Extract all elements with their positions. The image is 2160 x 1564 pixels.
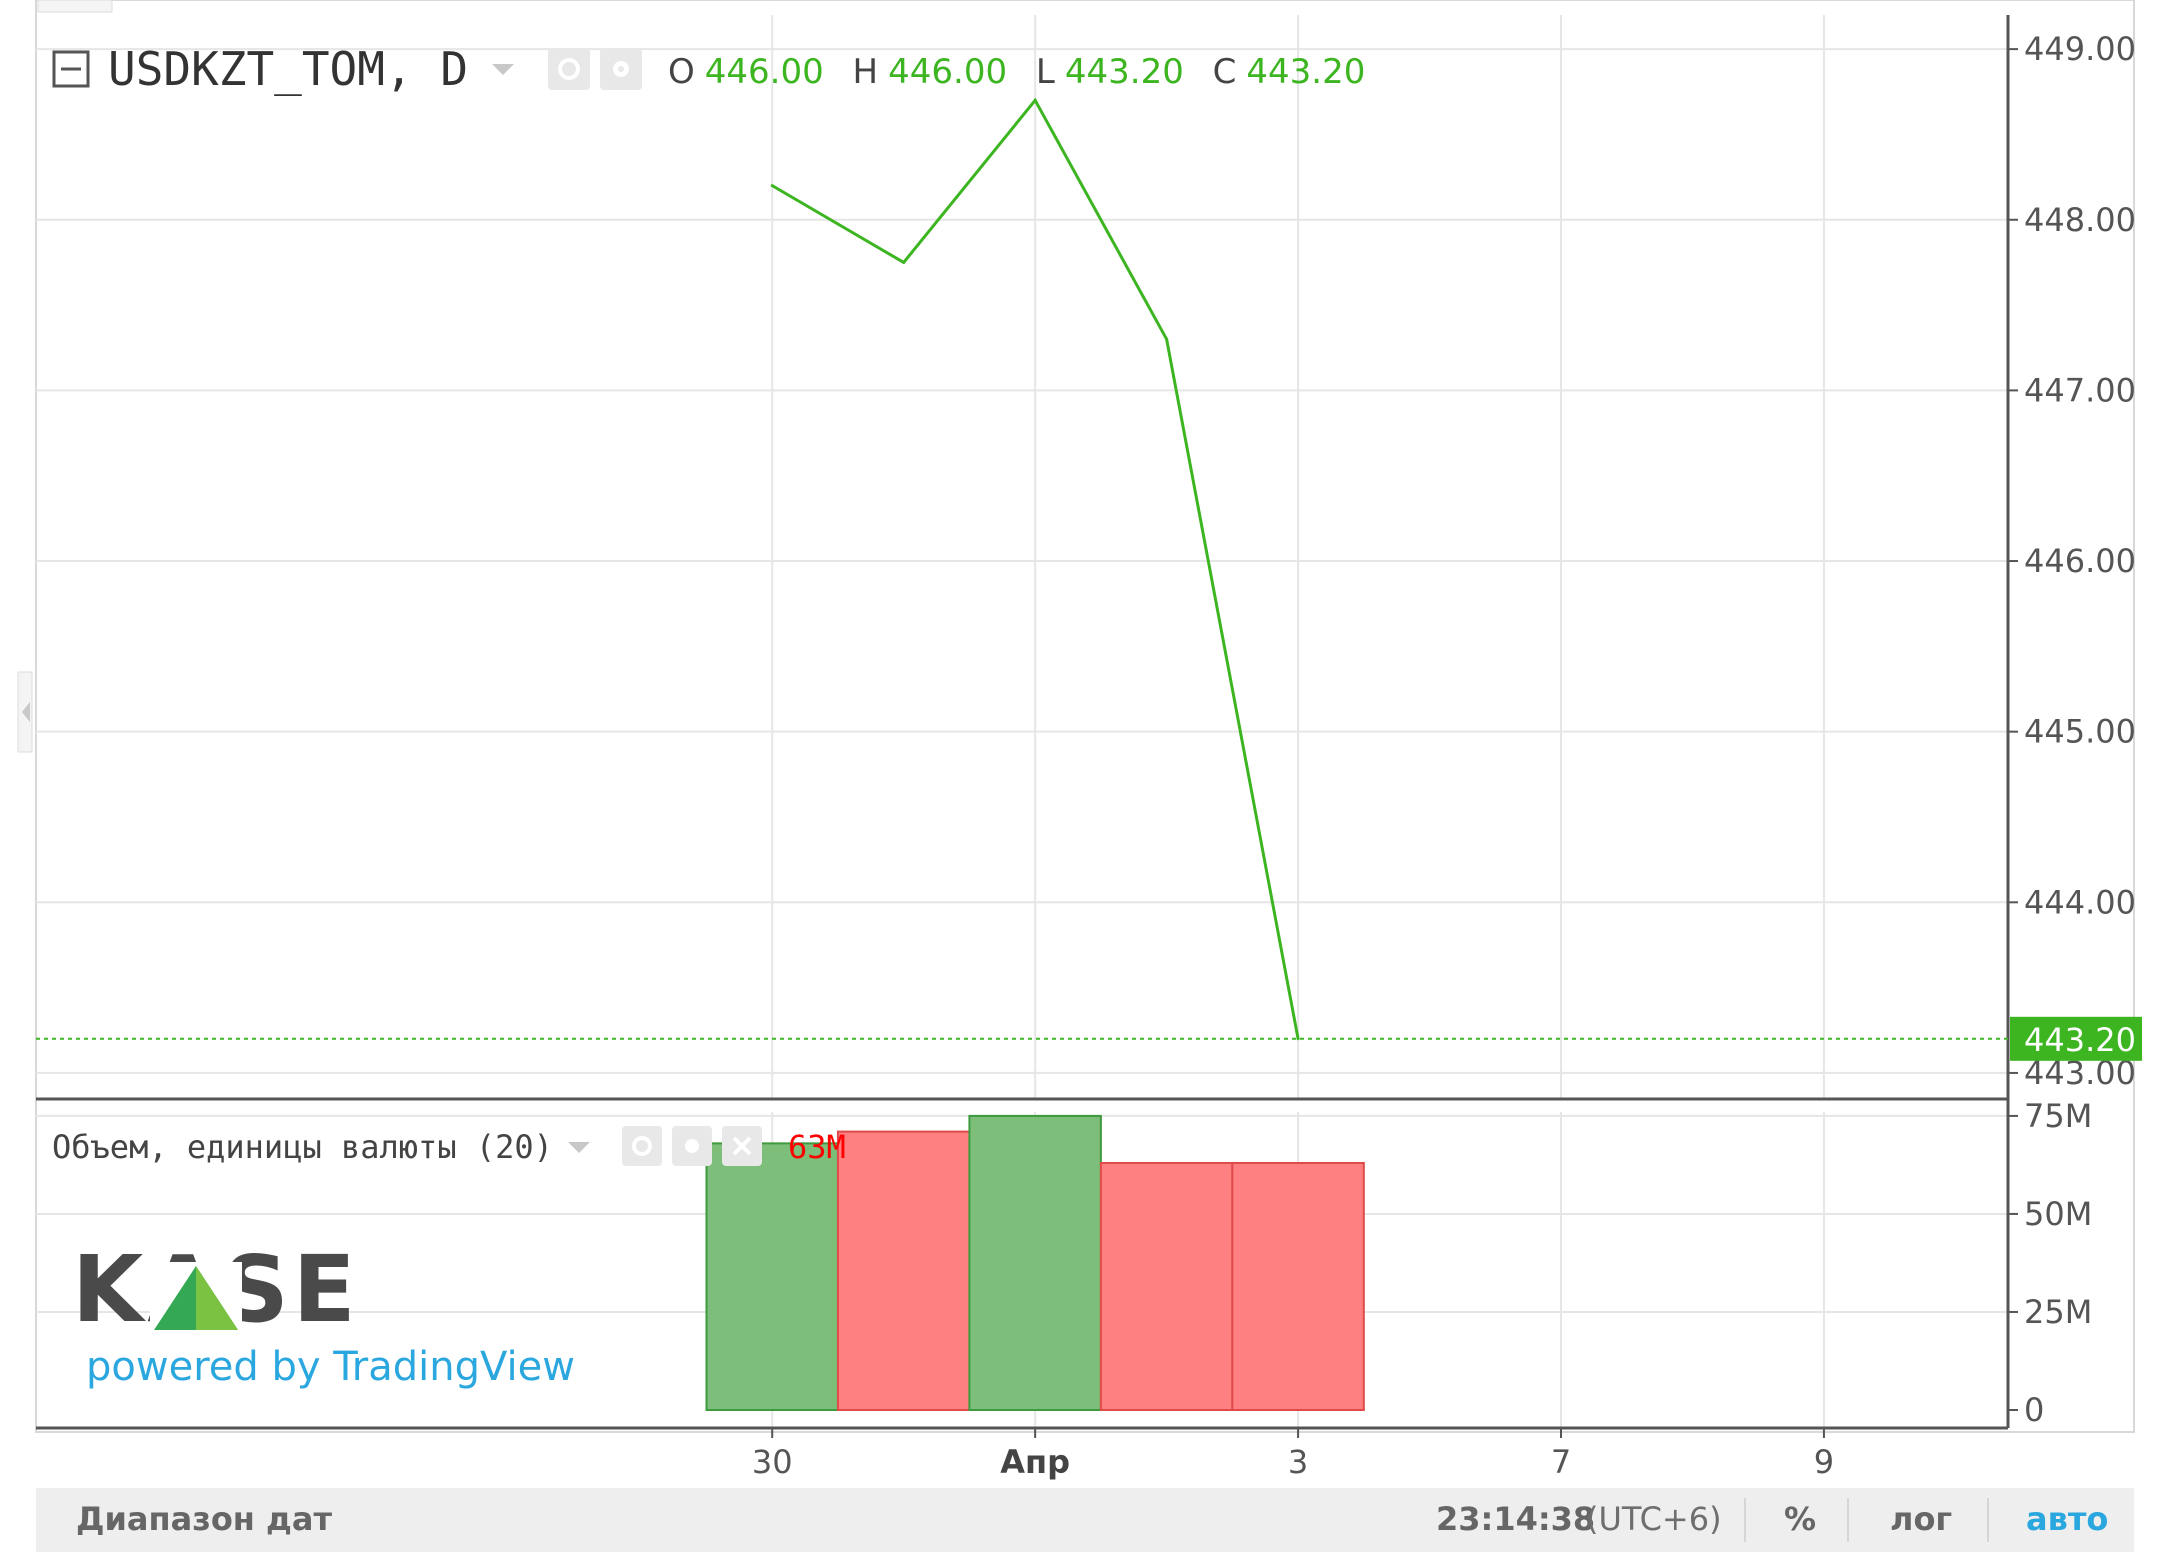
volume-title[interactable]: Объем, единицы валюты (20) — [52, 1128, 553, 1166]
ohlc-readout: O 446.00 H 446.00 L 443.20 C 443.20 — [668, 52, 1383, 92]
price-line-layer — [36, 97, 2008, 1041]
top-panel-handle[interactable] — [37, 0, 113, 13]
time-scale[interactable]: 30 Апр 3 7 9 — [752, 1428, 1834, 1481]
price-point[interactable] — [902, 260, 906, 264]
clock-time: 23:14:38 — [1436, 1500, 1596, 1538]
volume-last-value: 63M — [788, 1128, 846, 1166]
volume-bar[interactable] — [1231, 1161, 1365, 1411]
price-point[interactable] — [1033, 98, 1037, 102]
price-tick-label: 446.00 — [2024, 542, 2136, 580]
ohlc-close-value: 443.20 — [1246, 52, 1366, 92]
price-tick-label: 444.00 — [2024, 883, 2136, 921]
price-tick-label: 448.00 — [2024, 201, 2136, 239]
widget-frame — [35, 0, 2135, 1433]
price-tick-label: 449.00 — [2024, 30, 2136, 68]
eye-icon[interactable] — [548, 48, 590, 90]
symbol-title[interactable]: USDKZT_TOM, D — [108, 42, 469, 96]
ohlc-open-value: 446.00 — [704, 52, 824, 92]
log-scale-button[interactable]: лог — [1890, 1500, 1953, 1538]
chevron-down-icon[interactable] — [566, 1140, 592, 1156]
gear-icon[interactable] — [672, 1126, 712, 1166]
price-point[interactable] — [770, 184, 774, 188]
time-tick-label: Апр — [1000, 1443, 1070, 1481]
ohlc-open-key: O — [668, 52, 695, 92]
volume-bar[interactable] — [836, 1130, 971, 1411]
ohlc-low-key: L — [1035, 52, 1055, 92]
time-tick-label: 3 — [1288, 1443, 1308, 1481]
last-price-label: 443.20 — [2024, 1021, 2136, 1059]
price-tick-label: 445.00 — [2024, 713, 2136, 751]
date-range-button[interactable]: Диапазон дат — [76, 1500, 333, 1538]
price-scale[interactable]: 449.00 448.00 447.00 446.00 445.00 444.00 443.… — [2008, 30, 2142, 1092]
last-price-badge — [2010, 1016, 2142, 1061]
volume-tick-label: 50M — [2024, 1195, 2092, 1233]
volume-bar[interactable] — [705, 1142, 839, 1411]
volume-bar[interactable] — [1099, 1161, 1234, 1411]
ohlc-high-value: 446.00 — [888, 52, 1008, 92]
eye-icon[interactable] — [622, 1126, 662, 1166]
price-point[interactable] — [1165, 337, 1169, 341]
time-tick-label: 9 — [1814, 1443, 1834, 1481]
ohlc-low-value: 443.20 — [1064, 52, 1184, 92]
volume-bars — [705, 1114, 1365, 1411]
volume-tick-label: 0 — [2024, 1391, 2044, 1429]
chevron-left-icon — [22, 702, 30, 722]
volume-tick-label: 25M — [2024, 1293, 2092, 1331]
close-icon[interactable] — [722, 1126, 762, 1166]
volume-tick-label: 75M — [2024, 1097, 2092, 1135]
volume-bar[interactable] — [968, 1114, 1102, 1411]
bottom-toolbar — [36, 1488, 2134, 1552]
ohlc-close-key: C — [1212, 52, 1237, 92]
chevron-down-icon[interactable] — [490, 62, 516, 78]
price-point[interactable] — [1296, 1037, 1300, 1041]
powered-by-link[interactable]: powered by TradingView — [86, 1344, 575, 1390]
volume-scale[interactable]: 75M 50M 25M 0 — [2008, 1097, 2092, 1429]
time-tick-label: 30 — [752, 1443, 793, 1481]
percent-scale-button[interactable]: % — [1784, 1500, 1817, 1538]
auto-scale-button[interactable]: авто — [2026, 1500, 2109, 1538]
gear-icon[interactable] — [600, 48, 642, 90]
clock-timezone[interactable]: (UTC+6) — [1586, 1500, 1722, 1538]
price-tick-label: 447.00 — [2024, 371, 2136, 409]
ohlc-high-key: H — [852, 52, 879, 92]
minus-square-icon[interactable] — [52, 50, 92, 90]
kase-triangle-icon — [150, 1262, 242, 1332]
time-tick-label: 7 — [1551, 1443, 1571, 1481]
